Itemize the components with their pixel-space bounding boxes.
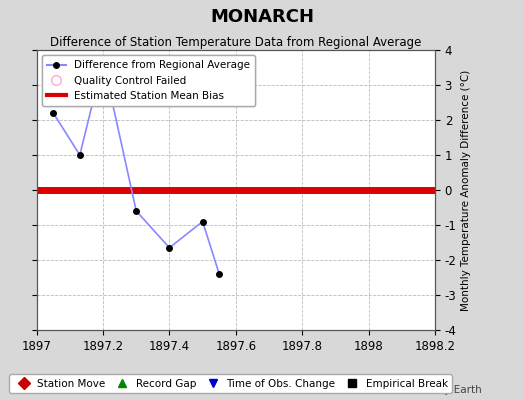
- Text: MONARCH: MONARCH: [210, 8, 314, 26]
- Y-axis label: Monthly Temperature Anomaly Difference (°C): Monthly Temperature Anomaly Difference (…: [461, 69, 471, 311]
- Title: Difference of Station Temperature Data from Regional Average: Difference of Station Temperature Data f…: [50, 36, 421, 49]
- Text: Berkeley Earth: Berkeley Earth: [406, 385, 482, 395]
- Legend: Station Move, Record Gap, Time of Obs. Change, Empirical Break: Station Move, Record Gap, Time of Obs. C…: [9, 374, 452, 393]
- Legend: Difference from Regional Average, Quality Control Failed, Estimated Station Mean: Difference from Regional Average, Qualit…: [42, 55, 255, 106]
